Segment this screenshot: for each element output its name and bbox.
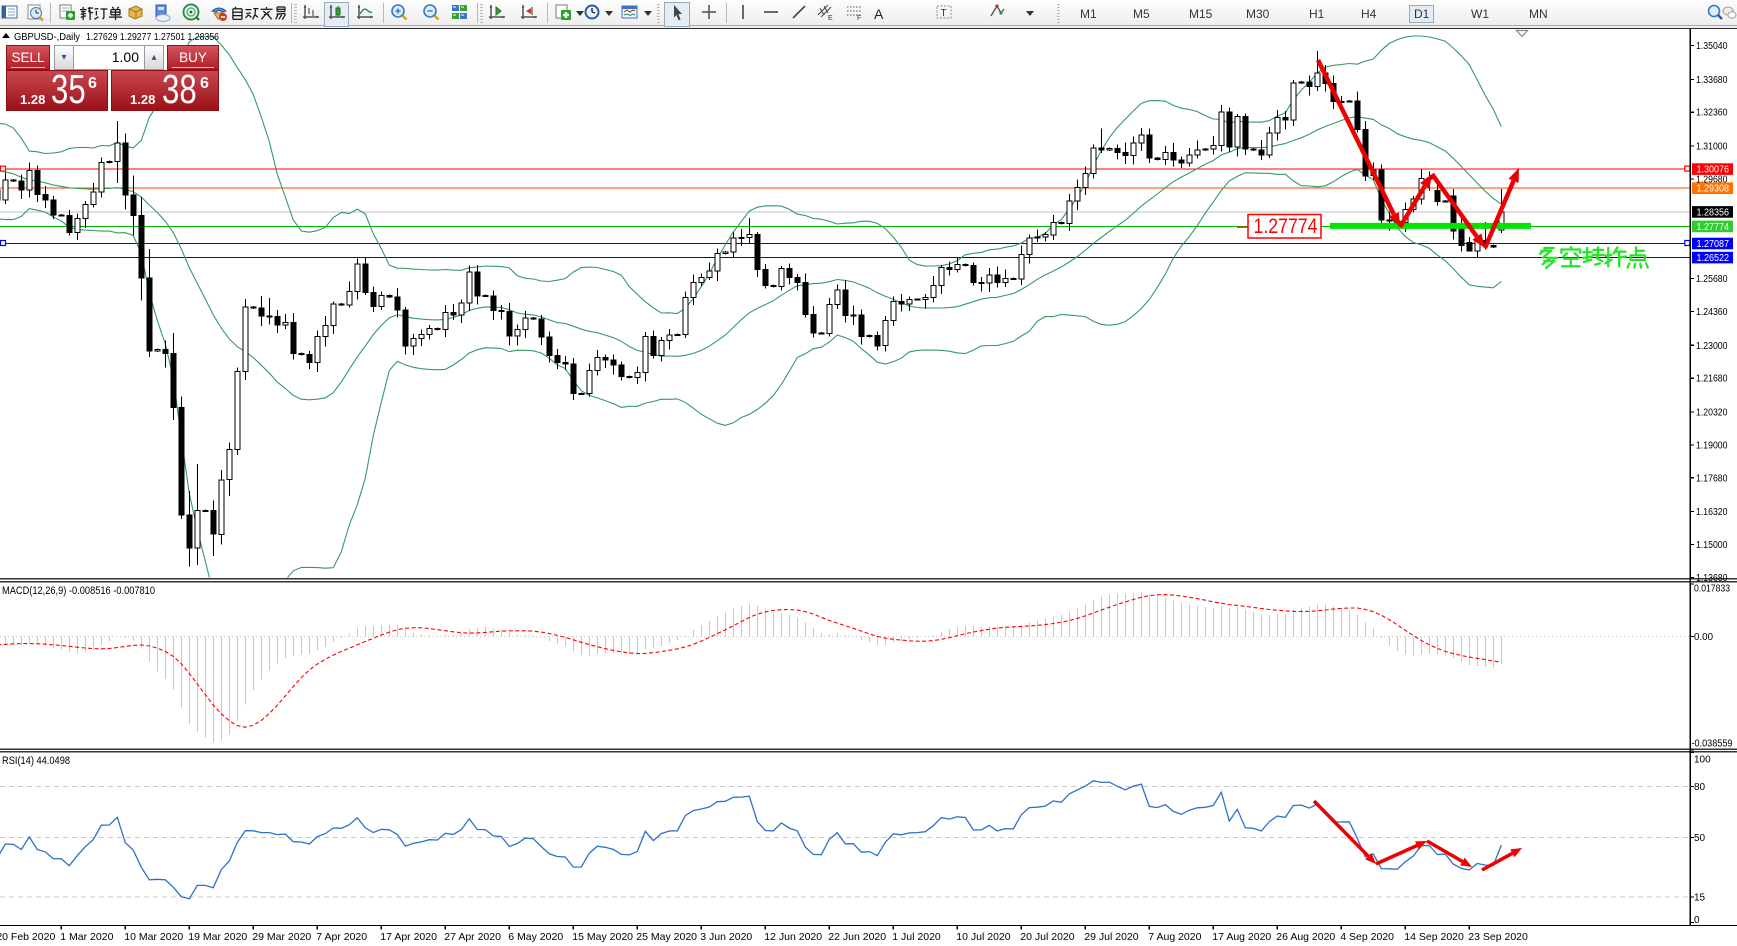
svg-text:14 Sep 2020: 14 Sep 2020 bbox=[1404, 931, 1464, 943]
svg-text:7 Aug 2020: 7 Aug 2020 bbox=[1148, 931, 1201, 943]
svg-text:RSI(14) 44.0498: RSI(14) 44.0498 bbox=[2, 755, 70, 767]
svg-text:50: 50 bbox=[1694, 833, 1706, 844]
svg-text:1.27629 1.29277 1.27501 1.2835: 1.27629 1.29277 1.27501 1.28356 bbox=[86, 31, 219, 43]
svg-text:1.24360: 1.24360 bbox=[1696, 307, 1728, 318]
svg-text:1.16320: 1.16320 bbox=[1696, 507, 1728, 518]
svg-text:1.27087: 1.27087 bbox=[1697, 239, 1730, 250]
svg-text:1.27774: 1.27774 bbox=[1697, 222, 1730, 233]
svg-text:1.17680: 1.17680 bbox=[1696, 473, 1728, 484]
svg-text:12 Jun 2020: 12 Jun 2020 bbox=[764, 931, 822, 943]
svg-text:17 Aug 2020: 17 Aug 2020 bbox=[1212, 931, 1271, 943]
svg-text:1.15000: 1.15000 bbox=[1696, 540, 1728, 551]
svg-text:1.29308: 1.29308 bbox=[1697, 184, 1730, 195]
svg-text:MACD(12,26,9) -0.008516 -0.007: MACD(12,26,9) -0.008516 -0.007810 bbox=[2, 585, 155, 597]
svg-text:1.31000: 1.31000 bbox=[1696, 142, 1728, 153]
svg-text:1 Jul 2020: 1 Jul 2020 bbox=[892, 931, 941, 943]
svg-text:1.13680: 1.13680 bbox=[1696, 573, 1728, 584]
svg-text:1.26522: 1.26522 bbox=[1697, 253, 1730, 264]
svg-text:3 Jun 2020: 3 Jun 2020 bbox=[700, 931, 752, 943]
svg-text:1 Mar 2020: 1 Mar 2020 bbox=[60, 931, 113, 943]
svg-text:23 Sep 2020: 23 Sep 2020 bbox=[1468, 931, 1528, 943]
svg-text:4 Sep 2020: 4 Sep 2020 bbox=[1340, 931, 1394, 943]
svg-text:1.30076: 1.30076 bbox=[1697, 165, 1730, 176]
svg-text:26 Aug 2020: 26 Aug 2020 bbox=[1276, 931, 1335, 943]
svg-text:15 May 2020: 15 May 2020 bbox=[572, 931, 633, 943]
svg-text:10 Mar 2020: 10 Mar 2020 bbox=[124, 931, 183, 943]
svg-text:E: E bbox=[828, 15, 833, 22]
svg-text:29 Mar 2020: 29 Mar 2020 bbox=[252, 931, 311, 943]
svg-text:29 Jul 2020: 29 Jul 2020 bbox=[1084, 931, 1138, 943]
svg-text:0: 0 bbox=[1694, 915, 1700, 926]
svg-text:F: F bbox=[857, 15, 861, 22]
svg-text:20 Jul 2020: 20 Jul 2020 bbox=[1020, 931, 1074, 943]
svg-text:0.00: 0.00 bbox=[1694, 632, 1713, 643]
svg-text:20 Feb 2020: 20 Feb 2020 bbox=[0, 931, 55, 943]
svg-text:1.19000: 1.19000 bbox=[1696, 440, 1728, 451]
svg-text:10 Jul 2020: 10 Jul 2020 bbox=[956, 931, 1010, 943]
svg-text:1.20320: 1.20320 bbox=[1696, 408, 1728, 419]
svg-text:1.33680: 1.33680 bbox=[1696, 75, 1728, 86]
svg-text:-0.038559: -0.038559 bbox=[1692, 739, 1733, 750]
svg-text:7 Apr 2020: 7 Apr 2020 bbox=[316, 931, 367, 943]
svg-text:27 Apr 2020: 27 Apr 2020 bbox=[444, 931, 501, 943]
svg-text:1.35040: 1.35040 bbox=[1696, 41, 1728, 52]
svg-text:GBPUSD-,Daily: GBPUSD-,Daily bbox=[14, 31, 81, 43]
svg-text:1.27774: 1.27774 bbox=[1254, 215, 1318, 238]
svg-text:80: 80 bbox=[1694, 782, 1706, 793]
svg-text:1.29680: 1.29680 bbox=[1696, 175, 1728, 186]
svg-text:T: T bbox=[941, 8, 947, 19]
svg-text:15: 15 bbox=[1694, 893, 1706, 904]
svg-text:0.017833: 0.017833 bbox=[1694, 584, 1730, 595]
svg-text:100: 100 bbox=[1694, 755, 1711, 766]
svg-text:19 Mar 2020: 19 Mar 2020 bbox=[188, 931, 247, 943]
svg-text:1.28356: 1.28356 bbox=[1697, 207, 1730, 218]
svg-text:1.23000: 1.23000 bbox=[1696, 341, 1728, 352]
svg-text:22 Jun 2020: 22 Jun 2020 bbox=[828, 931, 886, 943]
svg-text:1.21680: 1.21680 bbox=[1696, 374, 1728, 385]
svg-text:6 May 2020: 6 May 2020 bbox=[508, 931, 563, 943]
svg-text:25 May 2020: 25 May 2020 bbox=[636, 931, 697, 943]
svg-text:1.32360: 1.32360 bbox=[1696, 108, 1728, 119]
svg-text:17 Apr 2020: 17 Apr 2020 bbox=[380, 931, 437, 943]
svg-text:1.25680: 1.25680 bbox=[1696, 274, 1728, 285]
